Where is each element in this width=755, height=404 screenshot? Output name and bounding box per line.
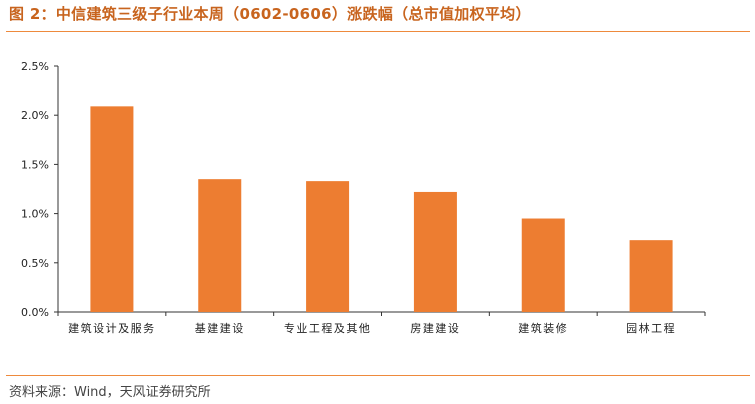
y-tick-label: 1.5%: [21, 158, 49, 171]
bottom-divider: [6, 375, 750, 376]
x-axis: 建筑设计及服务 基建建设 专业工程及其他 房建建设 建筑装修 园林工程: [57, 311, 706, 335]
x-category-label: 房建建设: [410, 321, 460, 335]
bar: [90, 106, 134, 313]
bar: [413, 191, 457, 312]
y-axis: 0.0% 0.5% 1.0% 1.5% 2.0% 2.5%: [21, 60, 59, 319]
y-tick-label: 2.0%: [21, 109, 49, 122]
y-tick-label: 1.0%: [21, 208, 49, 221]
bars: [90, 106, 673, 313]
chart-title: 图 2：中信建筑三级子行业本周（0602-0606）涨跌幅（总市值加权平均）: [9, 5, 531, 23]
x-category-label: 园林工程: [626, 321, 676, 335]
x-category-label: 基建建设: [195, 321, 245, 335]
source-note: 资料来源：Wind，天风证券研究所: [9, 385, 211, 400]
bar: [629, 240, 673, 312]
x-category-label: 建筑设计及服务: [68, 321, 156, 335]
bar: [198, 179, 242, 312]
y-tick-label: 0.0%: [21, 306, 49, 319]
y-tick-label: 2.5%: [21, 60, 49, 73]
x-category-label: 专业工程及其他: [284, 321, 372, 335]
top-divider: [6, 31, 750, 32]
x-category-label: 建筑装修: [518, 321, 568, 335]
bar: [521, 218, 565, 312]
y-tick-label: 0.5%: [21, 257, 49, 270]
bar: [306, 181, 350, 312]
